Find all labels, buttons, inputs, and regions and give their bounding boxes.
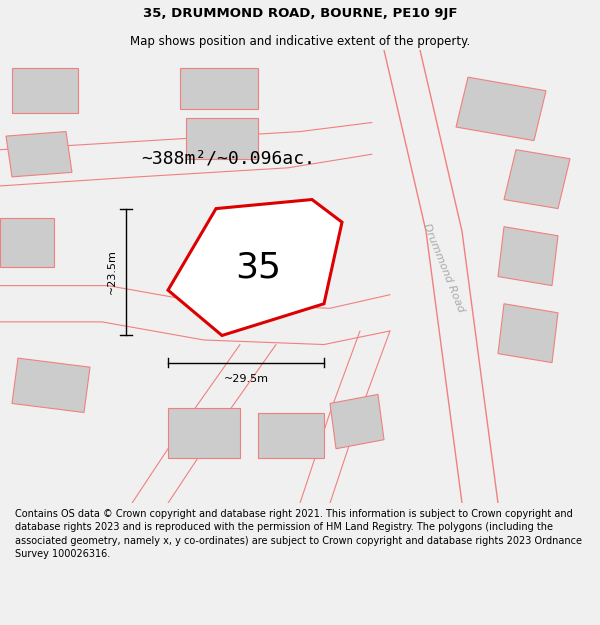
Text: 35: 35 [235, 251, 281, 284]
Polygon shape [12, 68, 78, 113]
Polygon shape [0, 217, 54, 268]
Polygon shape [498, 227, 558, 286]
Polygon shape [168, 408, 240, 458]
Polygon shape [498, 304, 558, 362]
Text: ~29.5m: ~29.5m [223, 374, 269, 384]
Polygon shape [504, 149, 570, 209]
Text: Contains OS data © Crown copyright and database right 2021. This information is : Contains OS data © Crown copyright and d… [15, 509, 582, 559]
Text: Map shows position and indicative extent of the property.: Map shows position and indicative extent… [130, 35, 470, 48]
Polygon shape [258, 412, 324, 458]
Polygon shape [330, 394, 384, 449]
Polygon shape [12, 358, 90, 412]
Polygon shape [456, 77, 546, 141]
Text: ~388m²/~0.096ac.: ~388m²/~0.096ac. [141, 150, 315, 168]
Polygon shape [180, 68, 258, 109]
Text: ~23.5m: ~23.5m [107, 249, 117, 294]
Text: 35, DRUMMOND ROAD, BOURNE, PE10 9JF: 35, DRUMMOND ROAD, BOURNE, PE10 9JF [143, 8, 457, 21]
Polygon shape [6, 131, 72, 177]
Polygon shape [204, 231, 300, 304]
Text: Drummond Road: Drummond Road [422, 222, 466, 313]
Polygon shape [168, 199, 342, 336]
Polygon shape [186, 118, 258, 159]
